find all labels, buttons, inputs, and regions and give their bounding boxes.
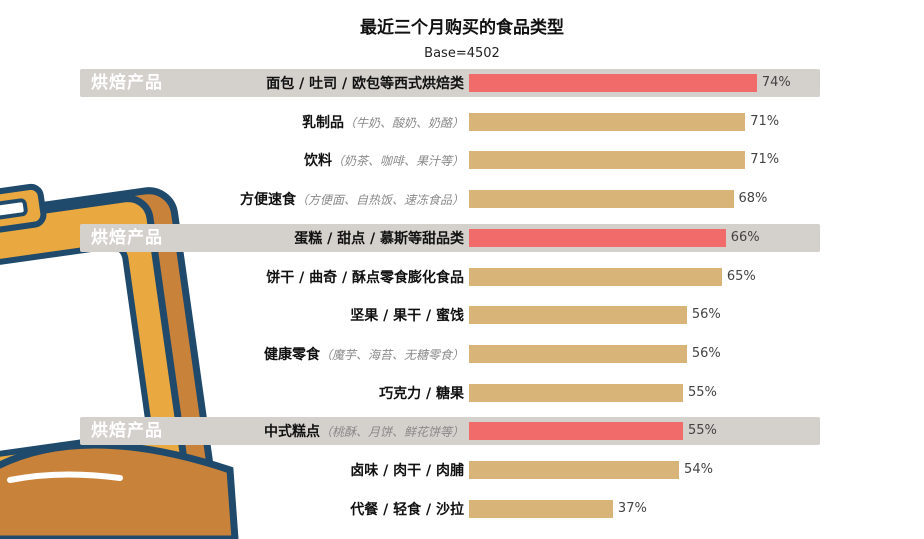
bar-value-label: 71%: [750, 113, 780, 129]
category-label: 巧克力 / 糖果: [379, 383, 464, 403]
bar: [469, 499, 613, 518]
bar: [469, 190, 734, 209]
bar: [469, 267, 722, 286]
category-label: 中式糕点（桃酥、月饼、鲜花饼等）: [264, 421, 464, 441]
bar: [469, 151, 746, 170]
bar: [469, 228, 726, 247]
category-note: （魔芋、海苔、无糖零食）: [319, 347, 464, 362]
bar-value-label: 68%: [738, 191, 768, 207]
category-name: 饼干 / 曲奇 / 酥点零食膨化食品: [266, 269, 464, 286]
bar-value-label: 55%: [687, 384, 717, 400]
category-label: 坚果 / 果干 / 蜜饯: [350, 305, 464, 325]
highlight-band: [80, 417, 820, 446]
bar-value-label: 65%: [726, 268, 756, 284]
bar-value-label: 37%: [617, 500, 647, 516]
bar-value-label: 55%: [687, 423, 717, 439]
bar: [469, 306, 687, 325]
category-label: 代餐 / 轻食 / 沙拉: [350, 499, 464, 519]
bar-value-label: 56%: [691, 345, 721, 361]
category-label: 乳制品（牛奶、酸奶、奶酪）: [302, 112, 464, 132]
category-name: 方便速食: [239, 192, 296, 209]
category-note: （牛奶、酸奶、奶酪）: [343, 115, 464, 130]
category-name: 巧克力 / 糖果: [379, 385, 464, 402]
category-name: 蛋糕 / 甜点 / 慕斯等甜品类: [294, 230, 464, 247]
category-label: 蛋糕 / 甜点 / 慕斯等甜品类: [294, 228, 464, 248]
bar: [469, 112, 746, 131]
category-label: 方便速食（方便面、自热饭、速冻食品）: [240, 189, 464, 209]
category-name: 坚果 / 果干 / 蜜饯: [350, 308, 464, 325]
category-note: （奶茶、咖啡、果汁等）: [331, 154, 464, 169]
bar-value-label: 71%: [750, 152, 780, 168]
category-note: （桃酥、月饼、鲜花饼等）: [319, 425, 464, 440]
chart-base: Base=4502: [424, 46, 500, 61]
bar-value-label: 54%: [684, 462, 713, 477]
bar-value-label: 66%: [730, 229, 760, 245]
highlight-tag: 烘焙产品: [91, 227, 163, 248]
highlight-tag: 烘焙产品: [91, 73, 163, 93]
bar: [469, 422, 683, 441]
bar-value-label: 56%: [691, 307, 721, 323]
highlight-tag: 烘焙产品: [91, 421, 163, 442]
category-label: 饮料（奶茶、咖啡、果汁等）: [304, 150, 464, 170]
category-name: 卤味 / 肉干 / 肉脯: [350, 463, 464, 479]
bar: [469, 344, 687, 363]
bar: [469, 383, 683, 402]
category-name: 健康零食: [263, 346, 320, 363]
category-name: 面包 / 吐司 / 欧包等西式烘焙类: [266, 76, 464, 92]
bar: [469, 74, 757, 92]
category-name: 中式糕点: [263, 424, 320, 441]
category-label: 饼干 / 曲奇 / 酥点零食膨化食品: [266, 267, 464, 287]
category-label: 面包 / 吐司 / 欧包等西式烘焙类: [266, 73, 464, 93]
category-name: 饮料: [303, 153, 332, 170]
chart-title: 最近三个月购买的食品类型: [360, 18, 564, 38]
category-label: 卤味 / 肉干 / 肉脯: [350, 460, 464, 480]
category-name: 代餐 / 轻食 / 沙拉: [350, 501, 464, 518]
bar-value-label: 74%: [761, 75, 791, 90]
category-label: 健康零食（魔芋、海苔、无糖零食）: [264, 344, 464, 364]
category-name: 乳制品: [301, 114, 344, 131]
bar: [469, 461, 680, 479]
category-note: （方便面、自热饭、速冻食品）: [295, 193, 464, 208]
